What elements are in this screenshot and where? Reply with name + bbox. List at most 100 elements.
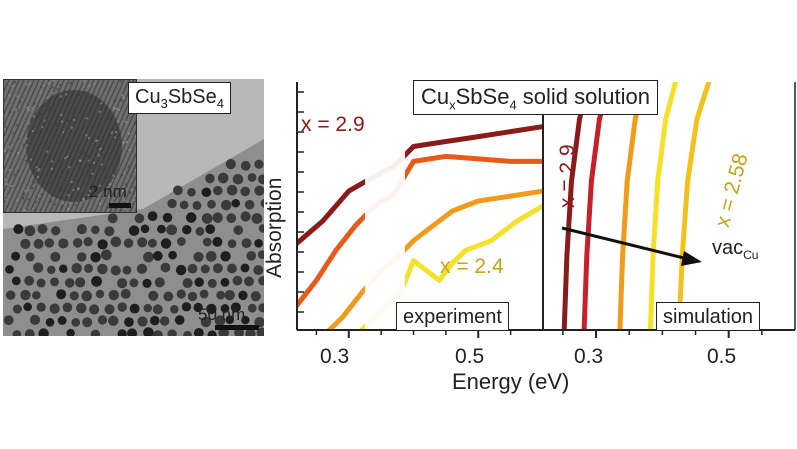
noise-grain xyxy=(87,193,90,196)
nanocrystal xyxy=(152,251,163,261)
lattice-fringe xyxy=(49,80,110,212)
noise-grain xyxy=(28,189,31,192)
noise-grain xyxy=(113,99,116,102)
noise-grain xyxy=(55,187,58,190)
nanocrystal xyxy=(36,302,46,312)
nanocrystal xyxy=(90,251,101,263)
noise-grain xyxy=(111,115,114,118)
experiment-curve-0 xyxy=(297,124,542,246)
nanocrystal xyxy=(167,329,177,336)
noise-grain xyxy=(85,90,88,93)
noise-grain xyxy=(55,185,58,188)
noise-grain xyxy=(25,83,28,86)
nanocrystal xyxy=(185,212,197,223)
nanocrystal xyxy=(240,211,251,222)
axis-ticks xyxy=(297,91,763,338)
lattice-fringe xyxy=(69,80,130,212)
noise-grain xyxy=(120,174,123,177)
noise-grain xyxy=(100,102,103,105)
lattice-fringe xyxy=(64,80,125,212)
nanocrystal xyxy=(66,328,75,336)
noise-grain xyxy=(69,202,72,205)
nanocrystal xyxy=(64,278,75,288)
noise-grain xyxy=(48,167,51,170)
noise-grain xyxy=(49,199,52,202)
lattice-fringe xyxy=(4,80,60,205)
noise-grain xyxy=(61,205,64,208)
lattice-fringe xyxy=(34,80,95,212)
noise-grain xyxy=(67,194,70,197)
nanocrystal xyxy=(104,226,115,237)
nanocrystal xyxy=(240,160,251,171)
noise-grain xyxy=(85,134,88,137)
nanocrystal xyxy=(246,250,257,261)
nanocrystal xyxy=(20,289,31,301)
nanocrystal xyxy=(12,330,22,336)
noise-grain xyxy=(35,114,38,117)
noise-grain xyxy=(14,81,17,84)
noise-grain xyxy=(121,189,124,192)
nanocrystal xyxy=(128,225,140,236)
nanocrystal xyxy=(257,250,264,259)
noise-grain xyxy=(69,81,72,84)
nanocrystal xyxy=(110,265,121,276)
nanocrystal xyxy=(152,304,163,315)
nanocrystal xyxy=(247,303,257,313)
nanocrystal xyxy=(220,277,230,287)
nanocrystal xyxy=(217,172,229,184)
nanocrystal xyxy=(244,276,254,287)
noise-grain xyxy=(124,171,127,174)
lattice-fringe xyxy=(119,174,136,212)
noise-grain xyxy=(95,139,98,142)
noise-grain xyxy=(117,196,120,199)
noise-grain xyxy=(76,180,79,183)
simulation-curve-4 xyxy=(676,82,712,330)
noise-grain xyxy=(134,135,136,138)
noise-grain xyxy=(132,199,135,202)
noise-grain xyxy=(83,80,86,83)
nanocrystal xyxy=(110,236,122,248)
nanocrystal xyxy=(194,277,204,287)
noise-grain xyxy=(27,198,30,201)
lattice-fringe xyxy=(94,118,136,212)
x-tick-label-exp-05: 0.5 xyxy=(455,345,485,368)
noise-grain xyxy=(23,209,26,212)
noise-grain xyxy=(119,80,122,83)
noise-grain xyxy=(37,131,40,134)
nanocrystal xyxy=(13,224,24,235)
inset-scale-bar xyxy=(109,203,131,208)
nanocrystal xyxy=(175,264,187,276)
noise-grain xyxy=(32,115,35,118)
noise-grain xyxy=(26,106,29,109)
noise-grain xyxy=(50,167,53,170)
noise-grain xyxy=(58,176,61,179)
noise-grain xyxy=(13,173,16,176)
noise-grain xyxy=(109,110,112,113)
noise-grain xyxy=(46,173,49,176)
nanocrystal xyxy=(129,303,140,314)
nanocrystal xyxy=(254,185,264,196)
x-29-sim-label: x = 2.9 xyxy=(556,144,579,208)
nanocrystal xyxy=(245,328,256,336)
noise-grain xyxy=(104,177,107,180)
lattice-fringe xyxy=(24,80,85,212)
nanocrystal xyxy=(201,213,213,224)
noise-grain xyxy=(9,111,12,114)
simulation-panel-label: simulation xyxy=(656,302,761,331)
noise-grain xyxy=(47,129,50,132)
noise-grain xyxy=(124,211,127,212)
noise-grain xyxy=(4,178,7,181)
nanocrystal xyxy=(62,302,73,313)
nanocrystal xyxy=(220,304,230,313)
noise-grain xyxy=(125,183,128,186)
nanocrystal xyxy=(81,290,93,302)
lattice-fringe xyxy=(44,80,105,212)
noise-grain xyxy=(82,199,85,202)
nanocrystal xyxy=(212,263,223,274)
nanocrystal xyxy=(176,289,186,299)
noise-grain xyxy=(24,189,27,192)
nanocrystal xyxy=(148,290,159,301)
noise-grain xyxy=(94,165,97,168)
nanocrystal xyxy=(226,213,237,224)
